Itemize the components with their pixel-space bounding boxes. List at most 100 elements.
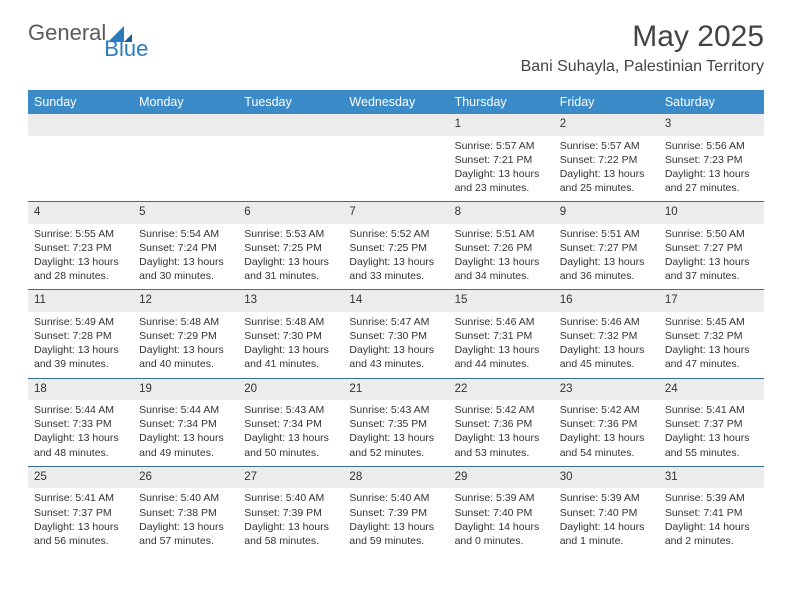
sunset-line: Sunset: 7:37 PM — [665, 417, 758, 431]
sunset-line: Sunset: 7:27 PM — [560, 241, 653, 255]
calendar-week: 1Sunrise: 5:57 AMSunset: 7:21 PMDaylight… — [28, 114, 764, 201]
day-number: 25 — [28, 467, 133, 489]
sunrise-line: Sunrise: 5:46 AM — [560, 315, 653, 329]
sunrise-line: Sunrise: 5:51 AM — [455, 227, 548, 241]
calendar-cell: 25Sunrise: 5:41 AMSunset: 7:37 PMDayligh… — [28, 467, 133, 554]
sunset-line: Sunset: 7:37 PM — [34, 506, 127, 520]
day-details: Sunrise: 5:42 AMSunset: 7:36 PMDaylight:… — [554, 400, 659, 466]
calendar-cell: 21Sunrise: 5:43 AMSunset: 7:35 PMDayligh… — [343, 379, 448, 466]
sunrise-line: Sunrise: 5:40 AM — [349, 491, 442, 505]
calendar-cell: 26Sunrise: 5:40 AMSunset: 7:38 PMDayligh… — [133, 467, 238, 554]
sunrise-line: Sunrise: 5:40 AM — [244, 491, 337, 505]
calendar-cell: 6Sunrise: 5:53 AMSunset: 7:25 PMDaylight… — [238, 202, 343, 289]
calendar-cell: 29Sunrise: 5:39 AMSunset: 7:40 PMDayligh… — [449, 467, 554, 554]
weekday-header: Saturday — [659, 90, 764, 114]
logo-text-blue: Blue — [104, 36, 148, 62]
daylight-line: Daylight: 13 hours and 27 minutes. — [665, 167, 758, 195]
sunset-line: Sunset: 7:36 PM — [560, 417, 653, 431]
sunrise-line: Sunrise: 5:50 AM — [665, 227, 758, 241]
calendar-cell: 16Sunrise: 5:46 AMSunset: 7:32 PMDayligh… — [554, 290, 659, 377]
location: Bani Suhayla, Palestinian Territory — [521, 58, 764, 76]
day-number: 1 — [449, 114, 554, 136]
calendar-cell: 22Sunrise: 5:42 AMSunset: 7:36 PMDayligh… — [449, 379, 554, 466]
sunrise-line: Sunrise: 5:44 AM — [34, 403, 127, 417]
day-details: Sunrise: 5:39 AMSunset: 7:41 PMDaylight:… — [659, 488, 764, 554]
calendar-cell: 28Sunrise: 5:40 AMSunset: 7:39 PMDayligh… — [343, 467, 448, 554]
day-details: Sunrise: 5:41 AMSunset: 7:37 PMDaylight:… — [659, 400, 764, 466]
sunset-line: Sunset: 7:39 PM — [349, 506, 442, 520]
sunrise-line: Sunrise: 5:57 AM — [560, 139, 653, 153]
calendar-cell: 1Sunrise: 5:57 AMSunset: 7:21 PMDaylight… — [449, 114, 554, 201]
calendar-week: 18Sunrise: 5:44 AMSunset: 7:33 PMDayligh… — [28, 378, 764, 466]
sunset-line: Sunset: 7:25 PM — [349, 241, 442, 255]
day-details: Sunrise: 5:57 AMSunset: 7:21 PMDaylight:… — [449, 136, 554, 202]
sunrise-line: Sunrise: 5:56 AM — [665, 139, 758, 153]
day-number: 26 — [133, 467, 238, 489]
day-details: Sunrise: 5:47 AMSunset: 7:30 PMDaylight:… — [343, 312, 448, 378]
sunrise-line: Sunrise: 5:42 AM — [455, 403, 548, 417]
weekday-header: Thursday — [449, 90, 554, 114]
daylight-line: Daylight: 13 hours and 37 minutes. — [665, 255, 758, 283]
day-number: 10 — [659, 202, 764, 224]
sunrise-line: Sunrise: 5:43 AM — [349, 403, 442, 417]
calendar-cell: 8Sunrise: 5:51 AMSunset: 7:26 PMDaylight… — [449, 202, 554, 289]
calendar-cell: 2Sunrise: 5:57 AMSunset: 7:22 PMDaylight… — [554, 114, 659, 201]
day-number: 2 — [554, 114, 659, 136]
day-number: 14 — [343, 290, 448, 312]
month-title: May 2025 — [521, 20, 764, 54]
daylight-line: Daylight: 14 hours and 0 minutes. — [455, 520, 548, 548]
header: General Blue May 2025 Bani Suhayla, Pale… — [28, 20, 764, 76]
day-details: Sunrise: 5:49 AMSunset: 7:28 PMDaylight:… — [28, 312, 133, 378]
calendar-week: 11Sunrise: 5:49 AMSunset: 7:28 PMDayligh… — [28, 289, 764, 377]
day-number: 3 — [659, 114, 764, 136]
day-details — [343, 136, 448, 196]
sunrise-line: Sunrise: 5:48 AM — [139, 315, 232, 329]
daylight-line: Daylight: 13 hours and 55 minutes. — [665, 431, 758, 459]
daylight-line: Daylight: 13 hours and 50 minutes. — [244, 431, 337, 459]
day-number: 9 — [554, 202, 659, 224]
day-details: Sunrise: 5:51 AMSunset: 7:27 PMDaylight:… — [554, 224, 659, 290]
day-number: 28 — [343, 467, 448, 489]
day-number: 18 — [28, 379, 133, 401]
daylight-line: Daylight: 14 hours and 2 minutes. — [665, 520, 758, 548]
weekday-header-row: SundayMondayTuesdayWednesdayThursdayFrid… — [28, 90, 764, 114]
sunrise-line: Sunrise: 5:57 AM — [455, 139, 548, 153]
day-number: 24 — [659, 379, 764, 401]
day-number: 30 — [554, 467, 659, 489]
calendar-week: 25Sunrise: 5:41 AMSunset: 7:37 PMDayligh… — [28, 466, 764, 554]
day-number: 27 — [238, 467, 343, 489]
weekday-header: Monday — [133, 90, 238, 114]
day-number: 19 — [133, 379, 238, 401]
sunset-line: Sunset: 7:35 PM — [349, 417, 442, 431]
day-details: Sunrise: 5:43 AMSunset: 7:35 PMDaylight:… — [343, 400, 448, 466]
daylight-line: Daylight: 14 hours and 1 minute. — [560, 520, 653, 548]
sunrise-line: Sunrise: 5:54 AM — [139, 227, 232, 241]
day-details: Sunrise: 5:48 AMSunset: 7:29 PMDaylight:… — [133, 312, 238, 378]
day-details: Sunrise: 5:53 AMSunset: 7:25 PMDaylight:… — [238, 224, 343, 290]
weekday-header: Sunday — [28, 90, 133, 114]
sunrise-line: Sunrise: 5:39 AM — [455, 491, 548, 505]
day-details: Sunrise: 5:41 AMSunset: 7:37 PMDaylight:… — [28, 488, 133, 554]
day-details: Sunrise: 5:46 AMSunset: 7:31 PMDaylight:… — [449, 312, 554, 378]
sunset-line: Sunset: 7:23 PM — [665, 153, 758, 167]
calendar-cell: 3 Sunrise: 5:56 AMSunset: 7:23 PMDaylight… — [659, 114, 764, 201]
daylight-line: Daylight: 13 hours and 58 minutes. — [244, 520, 337, 548]
calendar-cell: 14Sunrise: 5:47 AMSunset: 7:30 PMDayligh… — [343, 290, 448, 377]
day-number — [343, 114, 448, 136]
sunset-line: Sunset: 7:25 PM — [244, 241, 337, 255]
day-number: 16 — [554, 290, 659, 312]
day-number: 20 — [238, 379, 343, 401]
weekday-header: Wednesday — [343, 90, 448, 114]
calendar-cell: 23Sunrise: 5:42 AMSunset: 7:36 PMDayligh… — [554, 379, 659, 466]
day-details: Sunrise: 5:42 AMSunset: 7:36 PMDaylight:… — [449, 400, 554, 466]
calendar-cell: 4Sunrise: 5:55 AMSunset: 7:23 PMDaylight… — [28, 202, 133, 289]
sunset-line: Sunset: 7:40 PM — [560, 506, 653, 520]
day-number: 6 — [238, 202, 343, 224]
sunset-line: Sunset: 7:30 PM — [244, 329, 337, 343]
calendar-cell: 11Sunrise: 5:49 AMSunset: 7:28 PMDayligh… — [28, 290, 133, 377]
daylight-line: Daylight: 13 hours and 28 minutes. — [34, 255, 127, 283]
sunset-line: Sunset: 7:31 PM — [455, 329, 548, 343]
sunrise-line: Sunrise: 5:49 AM — [34, 315, 127, 329]
calendar-cell: 24Sunrise: 5:41 AMSunset: 7:37 PMDayligh… — [659, 379, 764, 466]
day-details: Sunrise: 5:44 AMSunset: 7:33 PMDaylight:… — [28, 400, 133, 466]
